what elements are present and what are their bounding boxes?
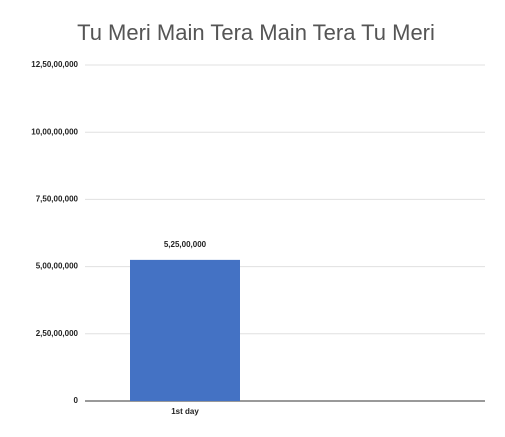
x-tick-label: 1st day <box>171 407 199 416</box>
y-tick-label: 7,50,00,000 <box>36 195 79 204</box>
y-tick-label: 5,00,00,000 <box>36 262 79 271</box>
bar <box>130 259 240 401</box>
y-tick-label: 12,50,00,000 <box>31 60 78 69</box>
chart-title: Tu Meri Main Tera Main Tera Tu Meri <box>77 20 435 45</box>
data-label: 5,25,00,000 <box>164 240 207 249</box>
y-tick-label: 10,00,00,000 <box>31 127 78 136</box>
y-tick-label: 0 <box>74 396 79 405</box>
y-tick-label: 2,50,00,000 <box>36 329 79 338</box>
